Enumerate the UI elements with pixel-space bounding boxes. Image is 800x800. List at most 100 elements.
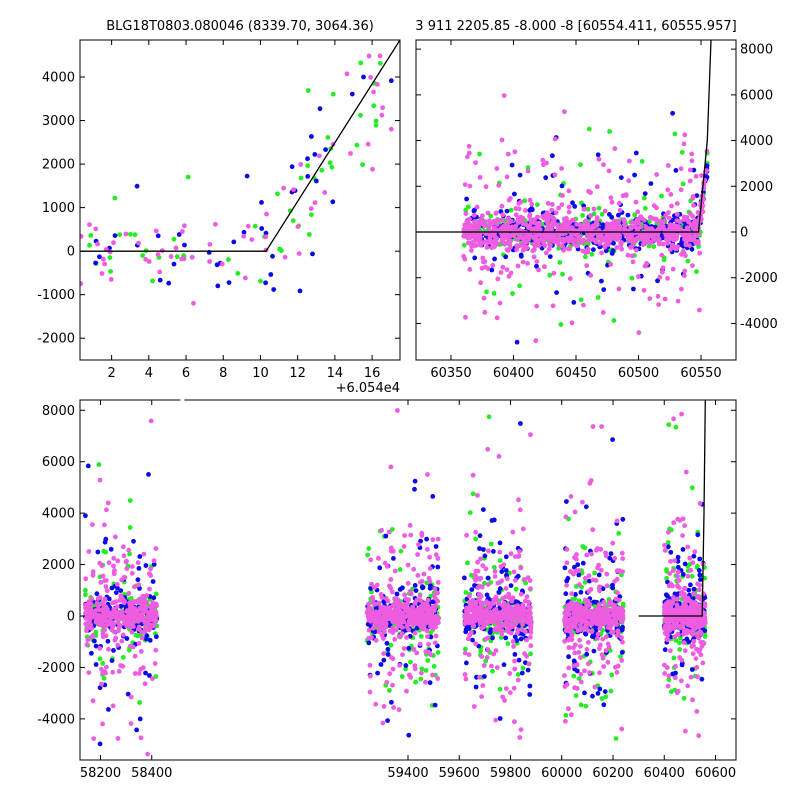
blue-point [309, 134, 314, 139]
blue-point [289, 164, 295, 170]
magenta-point [683, 253, 688, 259]
green-point [325, 135, 331, 140]
magenta-point [517, 507, 523, 513]
y-tick-label: -4000 [740, 317, 778, 332]
magenta-point [483, 184, 489, 190]
blue-point [312, 152, 318, 157]
magenta-point [572, 642, 578, 648]
magenta-point [388, 577, 394, 582]
magenta-point [682, 132, 688, 138]
magenta-point [428, 652, 433, 657]
blue-point [675, 554, 681, 560]
magenta-point [651, 203, 657, 209]
magenta-point [575, 609, 580, 615]
magenta-point [512, 719, 517, 725]
magenta-point [417, 641, 423, 647]
magenta-point [470, 472, 476, 478]
magenta-point [569, 591, 575, 596]
magenta-point [141, 607, 147, 613]
magenta-point [533, 338, 539, 344]
green-point [463, 207, 469, 213]
green-point [483, 658, 489, 664]
blue-point [93, 643, 99, 649]
magenta-point [491, 244, 497, 250]
magenta-point [136, 671, 142, 676]
blue-point [578, 589, 584, 595]
blue-point [516, 657, 522, 663]
magenta-point [137, 612, 143, 617]
magenta-point [614, 518, 620, 524]
blue-point [143, 670, 148, 676]
green-point [589, 251, 595, 257]
magenta-point [699, 173, 704, 179]
blue-point [543, 175, 549, 181]
magenta-point [191, 300, 196, 306]
magenta-point [143, 619, 148, 625]
magenta-point [616, 200, 622, 206]
blue-point [385, 646, 391, 652]
blue-point [372, 629, 378, 635]
magenta-point [520, 622, 525, 627]
magenta-point [599, 250, 604, 256]
magenta-point [462, 621, 468, 626]
magenta-point [368, 557, 374, 563]
green-point [127, 231, 133, 237]
magenta-point [484, 611, 490, 617]
magenta-point [370, 166, 375, 172]
magenta-point [512, 149, 518, 155]
magenta-point [516, 553, 522, 559]
magenta-point [487, 233, 493, 238]
green-point [103, 549, 108, 555]
magenta-point [295, 224, 301, 230]
blue-point [682, 561, 688, 567]
magenta-point [115, 642, 121, 648]
magenta-point [433, 552, 439, 558]
magenta-point [508, 218, 514, 224]
magenta-point [466, 240, 471, 246]
green-point [616, 531, 622, 536]
magenta-point [417, 593, 423, 599]
magenta-point [475, 220, 481, 226]
green-point [88, 233, 94, 238]
magenta-point [372, 620, 378, 626]
green-point [491, 564, 497, 570]
magenta-point [516, 201, 522, 206]
magenta-point [489, 663, 494, 669]
magenta-point [207, 259, 213, 264]
magenta-point [607, 619, 613, 624]
magenta-point [146, 259, 152, 264]
blue-point [310, 251, 315, 257]
green-point [679, 149, 685, 155]
magenta-point [475, 585, 481, 591]
magenta-point [614, 236, 620, 242]
blue-point [518, 421, 523, 426]
magenta-point [148, 573, 154, 578]
green-point [305, 88, 311, 93]
magenta-point [99, 563, 105, 569]
blue-point [366, 640, 372, 646]
magenta-point [531, 241, 537, 247]
magenta-point [572, 685, 577, 691]
blue-point [625, 212, 631, 218]
green-point [488, 541, 494, 547]
blue-point [85, 463, 91, 469]
magenta-point [478, 605, 484, 610]
magenta-point [127, 607, 133, 613]
green-point [418, 676, 424, 682]
magenta-point [411, 613, 416, 619]
x-tick-label: 6 [182, 366, 190, 381]
blue-point [655, 278, 660, 284]
green-point [491, 291, 497, 296]
blue-point [385, 652, 391, 657]
blue-point [590, 634, 595, 639]
magenta-point [561, 216, 567, 222]
green-point [646, 219, 652, 225]
magenta-point [529, 234, 535, 239]
magenta-point [375, 81, 380, 87]
magenta-point [495, 241, 500, 247]
magenta-point [595, 546, 600, 551]
magenta-point [657, 224, 663, 230]
green-point [672, 131, 678, 137]
magenta-point [598, 626, 603, 631]
magenta-point [592, 684, 598, 690]
